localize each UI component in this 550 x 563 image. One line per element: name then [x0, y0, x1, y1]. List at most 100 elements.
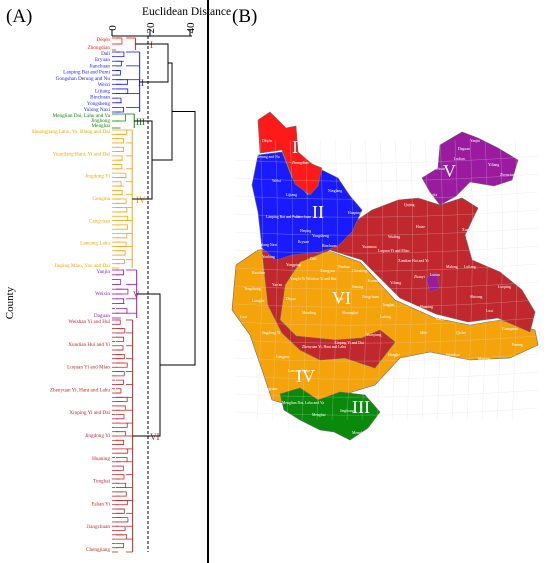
- county-name-label: Baoshan: [252, 271, 265, 275]
- county-label: Jingdong Yi: [85, 174, 111, 180]
- county-name-label: Yao'an: [272, 283, 282, 287]
- merge-branch: [116, 189, 123, 196]
- county-name-label: Lufeng: [380, 315, 391, 319]
- county-name-label: Mile: [420, 331, 427, 335]
- county-boundary: [301, 139, 308, 421]
- merge-branch: [116, 465, 124, 471]
- county-name-label: Yunlong: [262, 255, 275, 259]
- county-boundary: [391, 139, 398, 421]
- root-branch: [160, 111, 196, 366]
- county-boundary: [421, 139, 428, 421]
- county-name-label: Yuanjiang: [366, 333, 381, 337]
- dendrogram: 0 20 40IIIIIIIVVVIDêqênZhongdianDaliEryuan…: [32, 22, 197, 553]
- county-name-label: Lianghe: [252, 299, 265, 303]
- county-boundary: [234, 317, 539, 326]
- merge-branch: [116, 138, 125, 144]
- county-name-label: Yangbi Yi: [290, 277, 305, 281]
- county-name-label: Tonghai: [382, 303, 394, 307]
- merge-branch: [116, 207, 128, 213]
- merge-branch: [116, 164, 123, 170]
- county-label: Menghai: [92, 123, 111, 129]
- county-boundary: [234, 281, 539, 290]
- county-label: Binchuan: [90, 95, 110, 101]
- county-boundary: [234, 191, 539, 200]
- county-name-label: Shuangbai: [342, 311, 358, 315]
- county-name-label: Xiangyun: [320, 269, 335, 273]
- merge-branch: [116, 474, 125, 480]
- county-name-label: Luxi: [240, 315, 247, 319]
- county-boundary: [511, 139, 518, 421]
- county-boundary: [466, 139, 473, 421]
- county-name-label: Lancang Lahu: [288, 369, 310, 373]
- county-name-label: Yongping: [286, 263, 301, 267]
- county-boundary: [256, 139, 263, 421]
- merge-branch: [116, 88, 129, 94]
- county-name-label: Luquan Yi and Miao: [378, 249, 409, 253]
- merge-branch: [116, 269, 124, 276]
- merge-branch: [116, 379, 124, 385]
- county-name-label: Yulong Naxi: [258, 243, 277, 247]
- county-name-label: Xuanwei: [462, 228, 476, 232]
- merge-branch: [116, 146, 124, 152]
- merge-branch: [116, 129, 128, 135]
- region-v: [425, 271, 441, 293]
- county-label: Jingdong Yi: [85, 433, 111, 439]
- county-boundary: [234, 263, 539, 272]
- county-name-label: Xinping Yi and Dai: [334, 341, 364, 345]
- county-name-label: Huaning: [420, 305, 433, 309]
- merge-branch: [116, 491, 127, 497]
- county-label: Lijiang: [95, 88, 110, 94]
- county-name-label: Binchuan: [322, 244, 337, 248]
- merge-branch: [116, 500, 128, 506]
- county-name-label: Jianchuan: [296, 215, 311, 219]
- merge-branch: [116, 79, 128, 85]
- merge-branch: [116, 258, 125, 265]
- county-label: Lanping Bai and Pumi: [63, 70, 110, 76]
- county-name-label: Fuyuan: [466, 237, 477, 241]
- county-name-label: Weishan Yi and Hui: [306, 277, 336, 281]
- county-name-label: Yuxi: [336, 297, 343, 301]
- merge-branch: [116, 422, 128, 428]
- county-name-label: Wenshan: [446, 353, 460, 357]
- county-name-label: Zhanyi: [414, 275, 425, 279]
- county-label: Jiangchuan: [87, 524, 111, 530]
- region-numeral: III: [352, 397, 370, 417]
- county-boundary: [316, 139, 323, 421]
- cluster-label: V: [133, 290, 140, 300]
- county-boundary: [234, 227, 539, 236]
- county-name-label: Honghe: [388, 353, 400, 357]
- county-boundary: [406, 139, 413, 421]
- merge-branch: [116, 172, 127, 178]
- county-label: Yanjin: [96, 269, 110, 275]
- region-iv: [231, 246, 539, 409]
- county-name-label: Menglian Dai, Lahu and Va: [282, 401, 324, 406]
- county-name-label: Weixin: [434, 167, 445, 171]
- cluster-label: IV: [136, 195, 146, 205]
- county-name-label: Yanjin: [470, 139, 480, 143]
- county-name-label: Huize: [416, 225, 425, 229]
- county-name-label: Malong: [446, 265, 458, 269]
- county-name-label: Jinning: [352, 285, 363, 289]
- merge-branch: [116, 233, 128, 239]
- county-boundary: [234, 407, 539, 416]
- county-label: Jinping Miao, Yao and Dai: [54, 263, 110, 269]
- axis-tick-label: 0: [107, 25, 119, 31]
- merge-branch: [116, 439, 125, 445]
- county-name-label: Dayao: [286, 297, 296, 301]
- county-label: Huaning: [92, 456, 110, 462]
- region-numeral: VI: [332, 288, 351, 308]
- county-label: Zhongdian: [88, 45, 111, 51]
- merge-branch: [116, 224, 128, 230]
- county-name-label: Jingdong Yi: [262, 331, 280, 335]
- county-label: Xundian Hui and Yi: [68, 342, 110, 348]
- region-numeral: I: [292, 137, 298, 157]
- county-name-label: Yuanmou: [362, 245, 377, 249]
- county-boundary: [496, 139, 503, 421]
- county-name-label: Ludian: [454, 157, 465, 161]
- merge-branch: [116, 155, 123, 161]
- merge-branch: [116, 457, 128, 463]
- panel-label-b: (B): [232, 6, 258, 27]
- county-label: Lancang Lahu: [80, 241, 110, 247]
- merge-branch: [116, 508, 125, 514]
- county-name-label: Lanping Bai and Pumi: [266, 215, 300, 219]
